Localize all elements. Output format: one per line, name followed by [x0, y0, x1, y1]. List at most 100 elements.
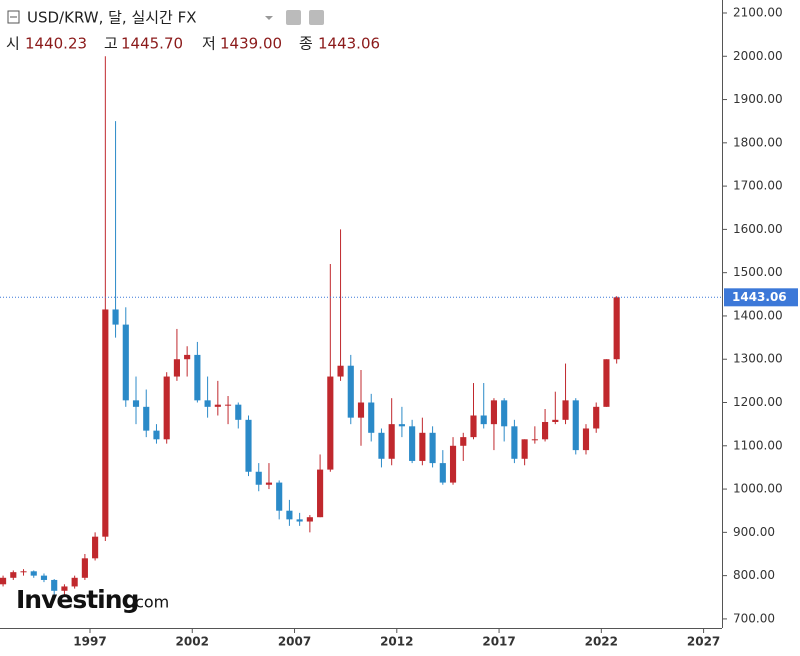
close-value: 1443.06: [318, 35, 380, 53]
candle-body: [51, 579, 58, 591]
candle-body: [388, 424, 395, 459]
candle-body: [184, 354, 191, 360]
candle-body: [531, 439, 538, 441]
candle-body: [153, 430, 160, 440]
candle-body: [501, 400, 508, 427]
candle-body: [378, 432, 385, 459]
candle-body: [337, 365, 344, 377]
candle-body: [449, 445, 457, 483]
candle-body: [327, 376, 334, 470]
low-label: 저: [202, 35, 216, 53]
candle-body: [572, 400, 579, 451]
high-label: 고: [104, 35, 118, 53]
open-value: 1440.23: [25, 35, 87, 53]
candle-body: [613, 297, 620, 360]
settings-icon[interactable]: [309, 10, 324, 25]
candle-body: [357, 402, 365, 418]
candle-body: [603, 359, 610, 407]
candle-body: [296, 519, 303, 522]
candle-body: [61, 586, 68, 591]
candle-body: [490, 400, 498, 425]
candle-body: [276, 482, 283, 511]
y-tick-label: 700.00: [733, 611, 775, 625]
candle-body: [143, 406, 150, 431]
candle-body: [265, 482, 273, 485]
candle-body: [204, 400, 211, 407]
candle-body: [582, 428, 590, 451]
plot-area: [0, 56, 620, 596]
candle-body: [92, 536, 99, 559]
x-tick-label: 2017: [482, 635, 515, 649]
candle-body: [112, 309, 119, 325]
candle-body: [163, 376, 170, 440]
y-tick-label: 1600.00: [733, 222, 783, 236]
candle-body: [224, 404, 232, 406]
candle-body: [419, 432, 426, 461]
last-price-label: 1443.06: [732, 290, 787, 304]
last-price-tag: [724, 288, 798, 307]
x-tick-label: 2022: [585, 635, 618, 649]
candle-body: [317, 469, 324, 518]
y-tick-label: 1200.00: [733, 395, 783, 409]
candle-body: [71, 577, 78, 587]
candle-body: [235, 404, 242, 420]
dropdown-icon[interactable]: [265, 16, 273, 20]
candle-body: [40, 575, 48, 580]
candle-body: [81, 558, 88, 578]
candle-body: [255, 471, 262, 485]
collapse-icon[interactable]: [7, 10, 20, 24]
y-tick-label: 1300.00: [733, 352, 783, 366]
open-label: 시: [6, 35, 20, 53]
candle-body: [562, 400, 569, 420]
y-tick-label: 1700.00: [733, 179, 783, 193]
candle-body: [470, 415, 477, 438]
candle-body: [0, 577, 7, 585]
chart-title: USD/KRW, 달, 실시간 FX: [27, 9, 197, 27]
close-label: 종: [299, 35, 313, 53]
candle-body: [122, 324, 129, 401]
candle-body: [429, 432, 436, 464]
x-tick-label: 1997: [73, 635, 106, 649]
y-tick-label: 2100.00: [733, 5, 783, 19]
candle-body: [368, 402, 375, 433]
logo-brand: Investing: [16, 585, 138, 614]
x-tick-label: 2027: [687, 635, 720, 649]
candle-body: [521, 439, 528, 459]
candle-body: [542, 421, 549, 440]
candle-body: [552, 419, 559, 422]
candle-body: [593, 406, 600, 429]
low-value: 1439.00: [220, 35, 282, 53]
candle-body: [132, 400, 140, 407]
y-tick-label: 1800.00: [733, 135, 783, 149]
candle-body: [10, 572, 17, 578]
visibility-icon[interactable]: [286, 10, 301, 25]
y-tick-label: 800.00: [733, 568, 775, 582]
candle-body: [460, 437, 467, 446]
y-tick-label: 2000.00: [733, 49, 783, 63]
candle-body: [245, 419, 252, 472]
candle-body: [306, 517, 313, 522]
x-tick-label: 2002: [176, 635, 209, 649]
y-tick-label: 1900.00: [733, 92, 783, 106]
logo-suffix: .com: [130, 593, 169, 612]
y-tick-label: 1500.00: [733, 265, 783, 279]
candle-body: [30, 571, 37, 576]
y-tick-label: 1000.00: [733, 482, 783, 496]
candle-body: [173, 359, 180, 377]
candle-body: [439, 463, 446, 483]
candle-body: [480, 415, 487, 425]
candle-body: [398, 424, 405, 427]
candle-body: [102, 309, 109, 537]
y-tick-label: 900.00: [733, 525, 775, 539]
high-value: 1445.70: [121, 35, 183, 53]
candle-body: [511, 426, 518, 459]
candle-body: [347, 365, 354, 418]
y-tick-label: 1100.00: [733, 438, 783, 452]
candle-body: [286, 510, 293, 520]
candle-body: [194, 354, 201, 401]
x-tick-label: 2007: [278, 635, 311, 649]
candle-body: [409, 426, 416, 461]
y-tick-label: 1400.00: [733, 308, 783, 322]
